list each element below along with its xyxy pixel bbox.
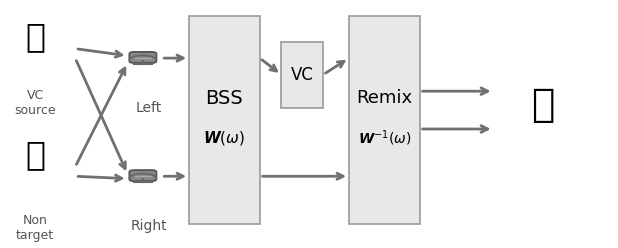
- Text: $\boldsymbol{W}^{-1}(\omega)$: $\boldsymbol{W}^{-1}(\omega)$: [358, 129, 411, 148]
- Text: 🧒: 🧒: [531, 86, 554, 124]
- FancyBboxPatch shape: [189, 16, 260, 223]
- FancyBboxPatch shape: [281, 42, 323, 108]
- FancyBboxPatch shape: [129, 170, 156, 181]
- Text: 🧑: 🧑: [25, 20, 45, 53]
- Text: Left: Left: [136, 101, 162, 115]
- Text: $\boldsymbol{W}(\omega)$: $\boldsymbol{W}(\omega)$: [203, 129, 245, 148]
- Text: VC: VC: [291, 66, 314, 84]
- Text: Right: Right: [131, 219, 167, 233]
- Text: Non
target: Non target: [16, 214, 54, 242]
- FancyBboxPatch shape: [129, 52, 156, 63]
- Text: 👧: 👧: [25, 138, 45, 172]
- Text: Remix: Remix: [357, 89, 412, 107]
- Text: BSS: BSS: [206, 89, 243, 108]
- Text: VC
source: VC source: [14, 89, 56, 117]
- FancyBboxPatch shape: [349, 16, 420, 223]
